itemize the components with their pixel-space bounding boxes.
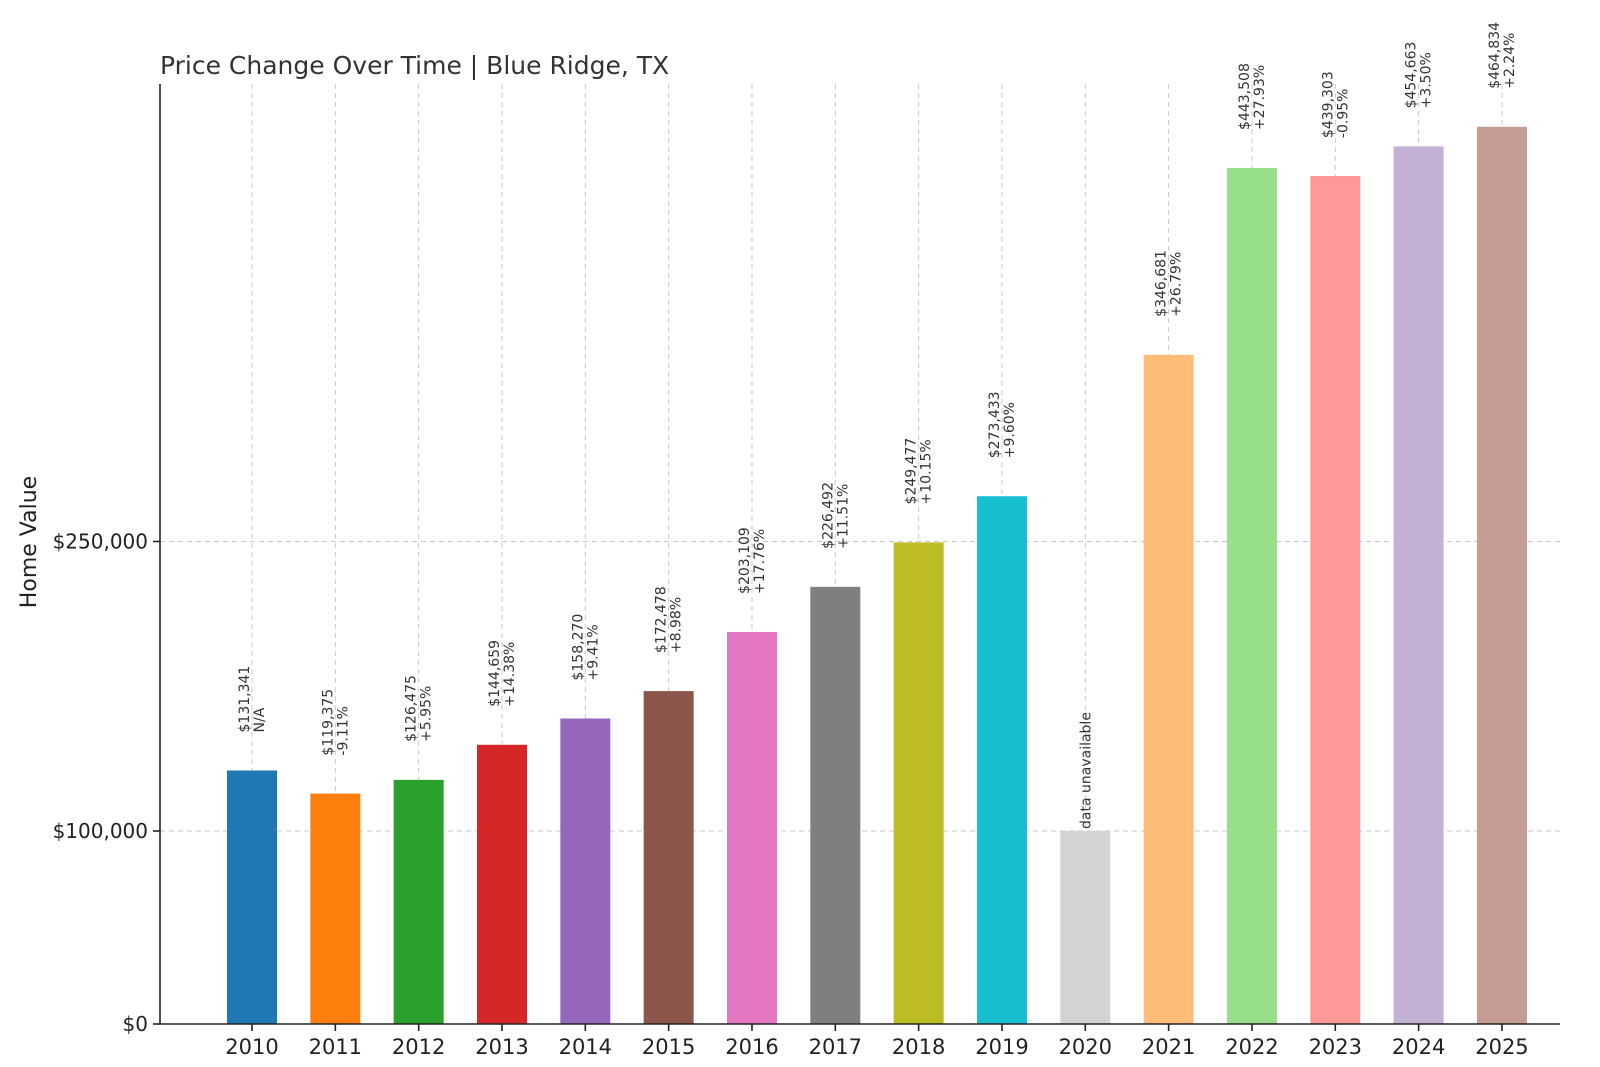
change-label-2014: +9.41% [585,624,601,680]
change-label-2024: +3.50% [1419,52,1435,108]
bars [227,126,1527,1025]
value-label-2016: $203,109 [737,527,753,594]
x-tick-label-2012: 2012 [392,1035,445,1059]
tick-labels: $0 $100,000 $250,000 2010 2011 2012 2013 2014 20… [53,529,1529,1059]
x-tick-label-2023: 2023 [1309,1035,1362,1059]
value-label-2017: $226,492 [820,482,836,549]
bar-2023 [1310,176,1361,1024]
value-label-2021: $346,681 [1154,250,1170,317]
change-label-2011: -9.11% [335,706,351,756]
bar-2018 [893,542,944,1024]
y-tick-label-250000: $250,000 [53,529,148,553]
change-label-2010: N/A [252,707,268,732]
change-label-2025: +2.24% [1502,33,1518,89]
change-label-2015: +8.98% [669,597,685,653]
data-labels: $131,341 N/A $119,375 -9.11% $126,475 +5.95% $… [237,22,1518,829]
bar-2017 [810,586,861,1024]
value-label-2019: $273,433 [987,391,1003,458]
x-tick-label-2019: 2019 [975,1035,1028,1059]
value-label-2015: $172,478 [654,586,670,653]
bar-2020 [1060,830,1111,1024]
value-label-2012: $126,475 [404,675,420,742]
bar-2011 [310,793,361,1024]
change-label-2012: +5.95% [419,686,435,742]
bar-2019 [976,496,1027,1025]
bar-2015 [643,691,694,1024]
chart-title: Price Change Over Time | Blue Ridge, TX [160,51,669,80]
x-tick-label-2025: 2025 [1475,1035,1528,1059]
bar-2013 [476,744,527,1024]
value-label-2013: $144,659 [487,640,503,707]
y-tick-label-100000: $100,000 [53,819,148,843]
y-axis-label: Home Value [17,476,42,608]
change-label-2022: +27.93% [1252,65,1268,130]
value-label-2014: $158,270 [570,614,586,681]
value-label-2024: $454,663 [1404,42,1420,109]
y-tick-label-0: $0 [123,1012,148,1036]
annotation-2020: data unavailable [1078,712,1094,829]
value-label-2023: $439,303 [1320,71,1336,138]
value-label-2025: $464,834 [1487,22,1503,89]
change-label-2018: +10.15% [919,439,935,504]
bar-2024 [1393,146,1444,1024]
value-label-2018: $249,477 [904,438,920,505]
bar-2016 [726,631,777,1024]
x-tick-label-2018: 2018 [892,1035,945,1059]
value-label-2010: $131,341 [237,666,253,733]
bar-2012 [393,779,444,1024]
x-tick-label-2022: 2022 [1225,1035,1278,1059]
change-label-2017: +11.51% [835,484,851,549]
x-tick-label-2014: 2014 [559,1035,612,1059]
x-tick-label-2017: 2017 [809,1035,862,1059]
change-label-2013: +14.38% [502,642,518,707]
bar-2010 [227,770,277,1024]
x-tick-label-2010: 2010 [225,1035,278,1059]
change-label-2021: +26.79% [1169,252,1185,317]
change-label-2016: +17.76% [752,529,768,594]
x-tick-label-2016: 2016 [725,1035,778,1059]
bar-2021 [1143,354,1194,1024]
axes [159,84,1560,1025]
bar-2025 [1476,126,1527,1024]
value-label-2011: $119,375 [320,689,336,756]
x-tick-label-2024: 2024 [1392,1035,1445,1059]
change-label-2023: -0.95% [1335,89,1351,139]
bar-2022 [1226,167,1277,1024]
x-tick-label-2015: 2015 [642,1035,695,1059]
x-tick-label-2011: 2011 [309,1035,362,1059]
x-tick-label-2021: 2021 [1142,1035,1195,1059]
x-tick-label-2020: 2020 [1059,1035,1112,1059]
x-tick-label-2013: 2013 [475,1035,528,1059]
change-label-2019: +9.60% [1002,402,1018,458]
value-label-2022: $443,508 [1237,63,1253,130]
bar-2014 [560,718,611,1024]
